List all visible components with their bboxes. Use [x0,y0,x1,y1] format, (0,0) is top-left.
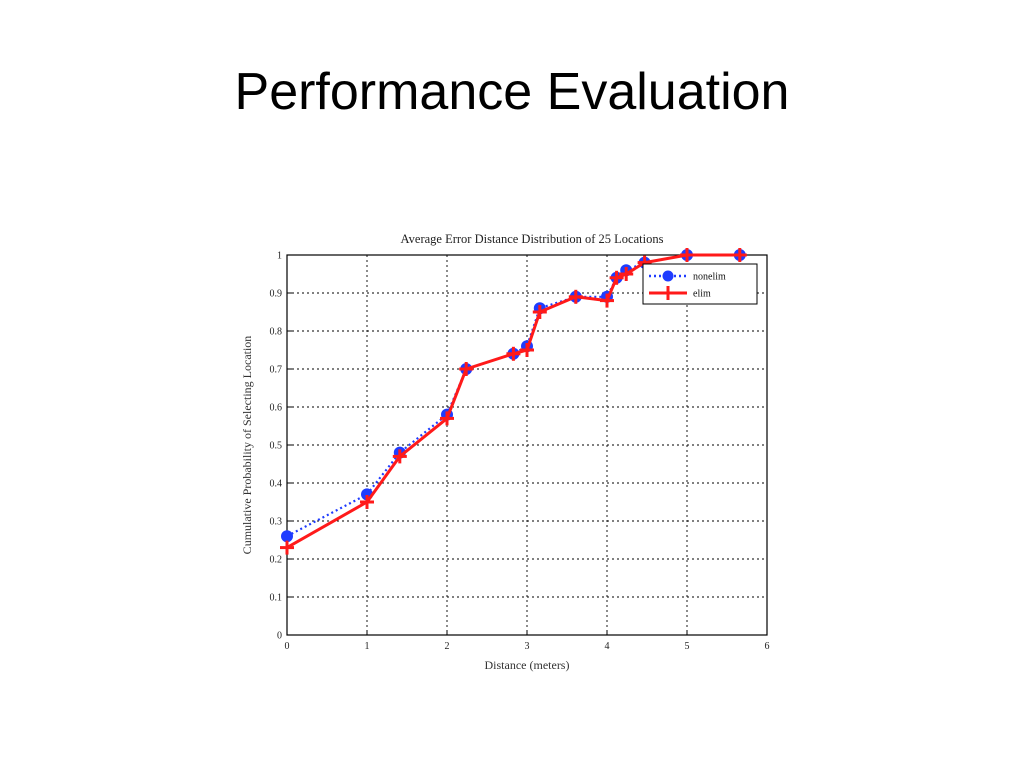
legend-label-elim: elim [693,289,711,300]
y-tick-label: 0.3 [270,517,283,528]
y-axis-label: Cumulative Probability of Selecting Loca… [240,336,254,555]
data-point-elim [609,270,624,285]
y-tick-label: 0 [277,631,282,642]
y-tick-label: 0.9 [270,289,283,300]
data-point-elim [506,346,521,361]
y-tick-label: 0.4 [270,479,283,490]
data-point-elim [732,248,747,262]
x-tick-label: 5 [685,641,690,652]
x-axis-label: Distance (meters) [485,658,570,672]
data-point-elim [568,289,583,304]
slide-title: Performance Evaluation [234,63,790,121]
data-point-elim [619,267,634,281]
y-tick-label: 0.5 [270,441,283,452]
y-tick-label: 0.6 [270,403,283,414]
y-tick-label: 0.8 [270,327,283,338]
data-point-elim [360,495,374,509]
y-tick-label: 0.2 [270,555,283,566]
legend-marker-nonelim [662,270,674,282]
data-point-elim [532,305,547,319]
legend-box [642,263,758,305]
x-tick-label: 3 [525,641,530,652]
x-tick-label: 2 [445,641,450,652]
legend: nonelim elim [642,263,758,305]
data-point-elim [459,362,474,376]
y-tick-label: 0.7 [270,365,283,376]
x-tick-label: 4 [605,641,610,652]
data-point-elim [520,343,534,357]
x-tick-label: 1 [365,641,370,652]
grid [287,255,767,635]
x-tick-label: 6 [765,641,770,652]
y-tick-label: 0.1 [270,593,283,604]
y-tick-label: 1 [277,251,282,262]
x-tick-label: 0 [285,641,290,652]
series-group [280,248,747,555]
data-point-elim [280,540,294,555]
data-point-elim [680,248,694,262]
data-point-elim [392,449,407,464]
legend-label-nonelim: nonelim [693,272,726,283]
chart-title: Average Error Distance Distribution of 2… [401,232,664,246]
data-point-nonelim [281,530,293,543]
data-point-elim [440,411,454,426]
axis-ticks: 0 1 2 3 4 5 6 0 0.1 0.2 0.3 0.4 0.5 0.6 0.7 0.8 0.9 1 [270,251,770,653]
data-point-elim [600,293,614,308]
chart: Average Error Distance Distribution of 2… [240,232,770,672]
